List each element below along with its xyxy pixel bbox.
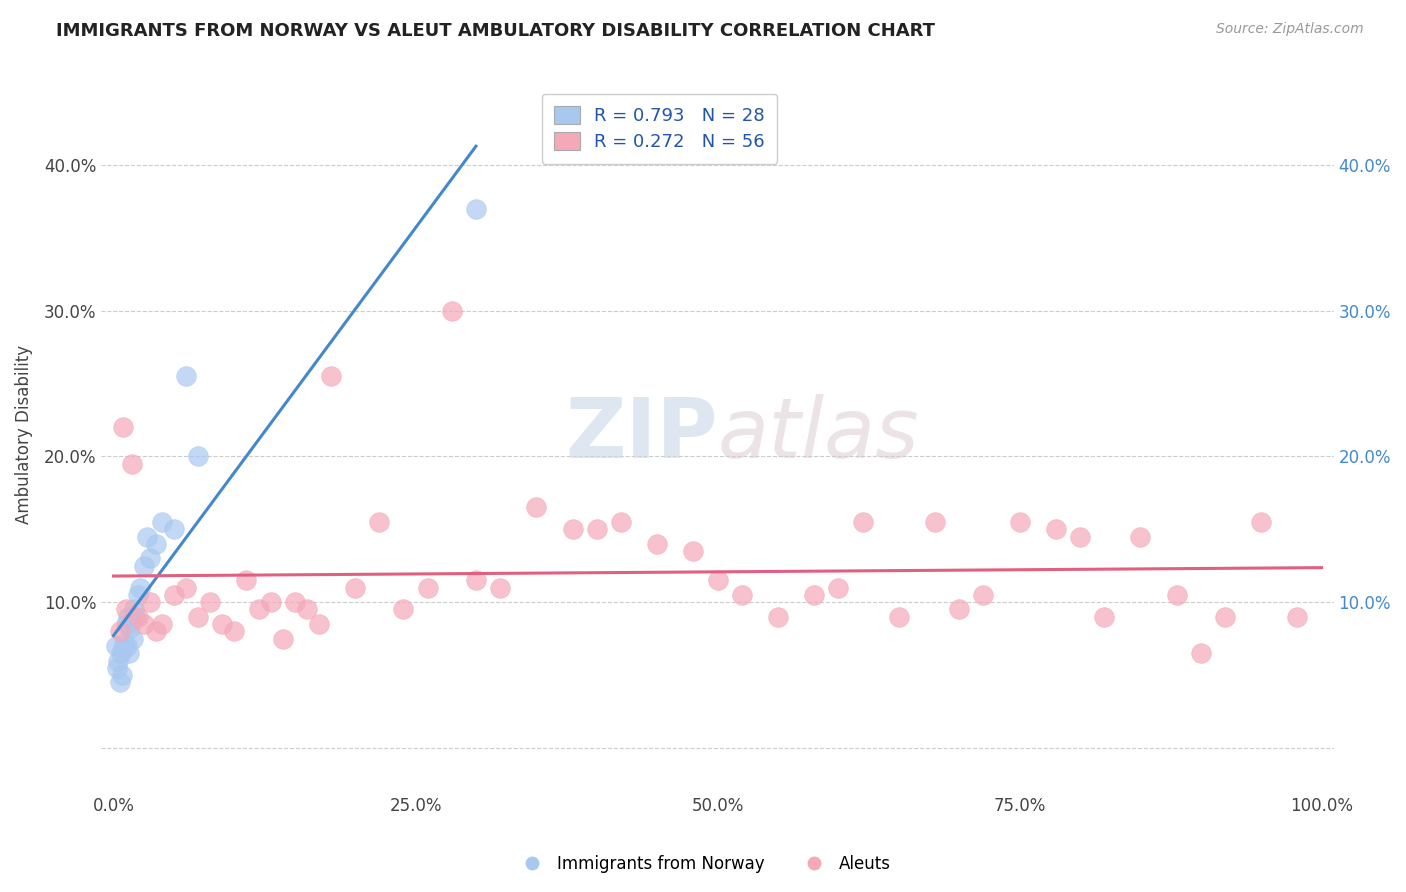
Point [803, 588, 825, 602]
Point [610, 515, 633, 529]
Point [198, 595, 221, 609]
Point [150, 617, 173, 632]
Point [122, 602, 145, 616]
Point [114, 617, 136, 632]
Text: ZIP: ZIP [565, 394, 717, 475]
Point [108, 624, 131, 639]
Point [731, 588, 754, 602]
Point [112, 420, 135, 434]
Point [150, 515, 173, 529]
Point [145, 537, 167, 551]
Point [1045, 522, 1067, 536]
Point [524, 500, 547, 515]
Point [465, 202, 488, 216]
Point [163, 588, 186, 602]
Point [706, 574, 728, 588]
Point [187, 609, 209, 624]
Point [1069, 530, 1091, 544]
Text: atlas: atlas [717, 394, 920, 475]
Point [887, 609, 910, 624]
Point [259, 595, 281, 609]
Point [1166, 588, 1188, 602]
Point [1250, 515, 1272, 529]
Point [211, 617, 233, 632]
Point [110, 646, 132, 660]
Point [127, 609, 149, 624]
Legend: R = 0.793   N = 28, R = 0.272   N = 56: R = 0.793 N = 28, R = 0.272 N = 56 [541, 94, 778, 164]
Text: Source: ZipAtlas.com: Source: ZipAtlas.com [1216, 22, 1364, 37]
Point [440, 303, 463, 318]
Point [1286, 609, 1309, 624]
Point [465, 574, 488, 588]
Point [120, 622, 142, 636]
Point [561, 522, 583, 536]
Point [139, 551, 162, 566]
Point [827, 581, 849, 595]
Legend: Immigrants from Norway, Aleuts: Immigrants from Norway, Aleuts [508, 848, 898, 880]
Point [117, 609, 139, 624]
Point [105, 661, 128, 675]
Point [766, 609, 789, 624]
Point [585, 522, 607, 536]
Point [319, 369, 342, 384]
Point [645, 537, 668, 551]
Point [118, 646, 141, 660]
Text: IMMIGRANTS FROM NORWAY VS ALEUT AMBULATORY DISABILITY CORRELATION CHART: IMMIGRANTS FROM NORWAY VS ALEUT AMBULATO… [56, 22, 935, 40]
Point [108, 675, 131, 690]
Point [392, 602, 415, 616]
Point [104, 639, 127, 653]
Point [136, 530, 159, 544]
Point [187, 450, 209, 464]
Point [284, 595, 307, 609]
Point [111, 668, 134, 682]
Point [121, 457, 143, 471]
Point [107, 653, 129, 667]
Point [271, 632, 294, 646]
Point [132, 617, 155, 632]
Point [163, 522, 186, 536]
Point [129, 581, 152, 595]
Point [1092, 609, 1115, 624]
Point [1129, 530, 1152, 544]
Point [139, 595, 162, 609]
Point [295, 602, 318, 616]
Point [948, 602, 970, 616]
Point [124, 609, 146, 624]
Point [112, 636, 135, 650]
Point [247, 602, 270, 616]
Point [122, 632, 145, 646]
Point [416, 581, 439, 595]
Point [174, 369, 197, 384]
Point [112, 641, 135, 656]
Point [1213, 609, 1236, 624]
Point [682, 544, 704, 558]
Point [121, 613, 143, 627]
Point [344, 581, 367, 595]
Point [115, 639, 138, 653]
Point [127, 588, 149, 602]
Point [308, 617, 330, 632]
Point [224, 624, 246, 639]
Point [1008, 515, 1031, 529]
Y-axis label: Ambulatory Disability: Ambulatory Disability [15, 345, 32, 524]
Point [489, 581, 512, 595]
Point [145, 624, 167, 639]
Point [235, 574, 257, 588]
Point [114, 602, 136, 616]
Point [132, 558, 155, 573]
Point [972, 588, 994, 602]
Point [851, 515, 873, 529]
Point [1189, 646, 1212, 660]
Point [174, 581, 197, 595]
Point [368, 515, 391, 529]
Point [924, 515, 946, 529]
